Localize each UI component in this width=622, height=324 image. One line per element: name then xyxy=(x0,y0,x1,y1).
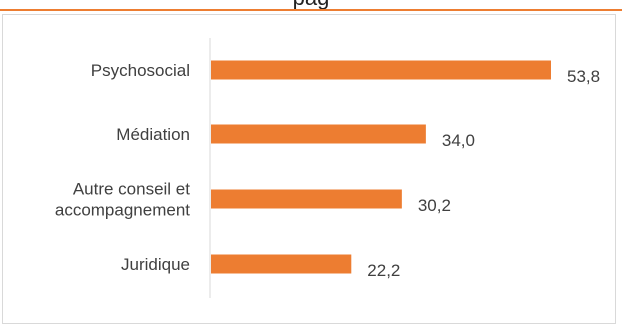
chart-title-fragment: pag xyxy=(0,0,622,9)
category-label: accompagnement xyxy=(55,201,190,220)
bar xyxy=(211,254,352,274)
value-label: 53,8 xyxy=(567,67,600,86)
bar xyxy=(211,60,551,80)
category-label: Juridique xyxy=(121,255,190,274)
category-label: Autre conseil et xyxy=(73,180,190,199)
bar xyxy=(211,124,426,144)
bar xyxy=(211,189,402,209)
accent-rule xyxy=(0,9,622,11)
category-label: Psychosocial xyxy=(91,61,190,80)
value-label: 34,0 xyxy=(442,131,475,150)
value-label: 22,2 xyxy=(367,261,400,280)
category-label: Médiation xyxy=(116,125,190,144)
value-label: 30,2 xyxy=(418,196,451,215)
